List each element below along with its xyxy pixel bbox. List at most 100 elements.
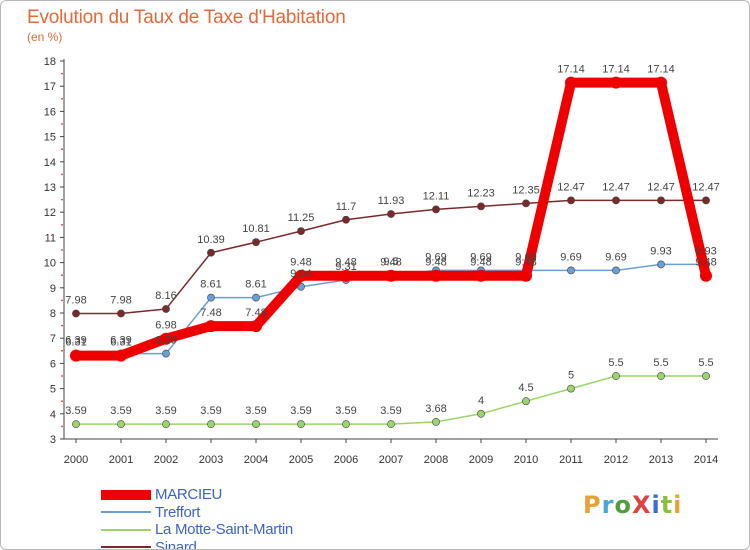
y-minor-dot bbox=[61, 198, 63, 201]
legend-swatch bbox=[101, 489, 151, 500]
data-point-sinard bbox=[612, 196, 620, 205]
data-point-marcieu bbox=[610, 76, 622, 89]
data-point-marcieu bbox=[430, 269, 442, 282]
data-label-marcieu: 9.48 bbox=[380, 257, 401, 269]
data-point-treffort bbox=[252, 293, 260, 302]
y-tick-label: 13 bbox=[44, 182, 56, 194]
x-tick-label: 2013 bbox=[649, 454, 673, 466]
x-tick-label: 2000 bbox=[64, 454, 88, 466]
data-point-la-motte-saint-martin bbox=[657, 372, 665, 380]
data-label-sinard: 11.7 bbox=[336, 201, 357, 213]
x-tick-label: 2009 bbox=[469, 454, 493, 466]
y-tick-label: 18 bbox=[44, 56, 56, 68]
x-tick-label: 2011 bbox=[559, 454, 583, 466]
legend-swatch bbox=[101, 546, 151, 549]
data-label-treffort: 9.5 bbox=[383, 256, 398, 268]
data-label-treffort: 9.69 bbox=[425, 251, 446, 263]
data-point-la-motte-saint-martin bbox=[162, 420, 170, 429]
x-tick-label: 2003 bbox=[199, 454, 223, 466]
y-minor-dot bbox=[61, 97, 63, 100]
y-tick-label: 15 bbox=[44, 132, 56, 144]
x-tick-label: 2002 bbox=[154, 454, 178, 466]
data-point-sinard bbox=[702, 196, 710, 205]
data-label-la-motte-saint-martin: 3.59 bbox=[110, 405, 131, 417]
data-point-sinard bbox=[252, 238, 260, 247]
y-tick-label: 11 bbox=[45, 232, 56, 244]
data-label-la-motte-saint-martin: 3.59 bbox=[65, 405, 86, 417]
data-label-la-motte-saint-martin: 5 bbox=[568, 370, 574, 382]
x-tick-label: 2010 bbox=[514, 454, 538, 466]
data-label-la-motte-saint-martin: 3.59 bbox=[290, 405, 311, 417]
data-label-sinard: 8.16 bbox=[155, 290, 176, 302]
data-label-treffort: 8.61 bbox=[200, 279, 221, 291]
x-tick-label: 2001 bbox=[109, 454, 133, 466]
data-point-sinard bbox=[297, 227, 305, 235]
y-tick-label: 7 bbox=[50, 333, 56, 345]
data-point-marcieu bbox=[295, 269, 307, 282]
y-tick-label: 5 bbox=[50, 384, 56, 396]
data-label-la-motte-saint-martin: 5.5 bbox=[698, 357, 713, 369]
data-label-treffort: 9.31 bbox=[335, 261, 356, 273]
legend-label: MARCIEU bbox=[155, 486, 223, 503]
axes: 3 4 5 6 7 8 9 10 11 12 13 14 15 16 17 18 2000 2001 2002 200… bbox=[44, 56, 718, 466]
x-tick-label: 2007 bbox=[379, 454, 403, 466]
y-minor-dot bbox=[61, 425, 63, 428]
data-label-sinard: 10.81 bbox=[242, 223, 270, 235]
data-label-sinard: 7.98 bbox=[110, 295, 131, 307]
chart-title: Evolution du Taux de Taxe d'Habitation bbox=[27, 7, 346, 28]
legend-swatch bbox=[101, 528, 151, 531]
data-point-marcieu bbox=[250, 320, 262, 333]
y-minor-dot bbox=[61, 223, 63, 226]
y-minor-dot bbox=[61, 349, 63, 352]
data-point-sinard bbox=[117, 309, 125, 318]
y-tick-label: 3 bbox=[50, 434, 56, 446]
y-tick-label: 4 bbox=[50, 409, 56, 421]
data-label-sinard: 11.25 bbox=[288, 212, 315, 224]
y-tick-label: 16 bbox=[44, 106, 56, 118]
logo-letter: o bbox=[614, 491, 632, 519]
data-label-marcieu: 17.14 bbox=[602, 64, 630, 76]
y-minor-dot bbox=[61, 72, 63, 75]
data-point-treffort bbox=[207, 293, 215, 302]
data-point-la-motte-saint-martin bbox=[387, 420, 395, 429]
data-label-treffort: 9.04 bbox=[290, 268, 311, 280]
data-point-sinard bbox=[342, 215, 350, 224]
data-label-treffort: 6.39 bbox=[65, 335, 86, 347]
data-label-marcieu: 9.48 bbox=[290, 257, 311, 269]
data-label-treffort: 6.39 bbox=[110, 335, 131, 347]
data-point-la-motte-saint-martin bbox=[207, 420, 215, 429]
y-minor-dot bbox=[61, 249, 63, 251]
data-point-marcieu bbox=[655, 76, 667, 89]
x-tick-label: 2014 bbox=[694, 454, 718, 466]
data-label-la-motte-saint-martin: 3.59 bbox=[155, 405, 176, 417]
data-point-marcieu bbox=[475, 269, 487, 282]
data-point-treffort bbox=[612, 266, 620, 275]
data-label-la-motte-saint-martin: 3.59 bbox=[380, 405, 401, 417]
data-label-marcieu: 7.48 bbox=[245, 307, 266, 319]
y-tick-label: 17 bbox=[44, 81, 56, 93]
data-label-marcieu: 9.48 bbox=[470, 257, 491, 269]
data-point-sinard bbox=[567, 196, 575, 205]
logo-letter: t bbox=[660, 491, 674, 519]
y-tick-label: 14 bbox=[44, 157, 56, 169]
data-label-sinard: 12.47 bbox=[647, 181, 675, 193]
data-point-marcieu bbox=[565, 76, 577, 89]
data-point-la-motte-saint-martin bbox=[612, 372, 620, 380]
y-tick-label: 8 bbox=[50, 308, 56, 320]
data-point-marcieu bbox=[205, 320, 217, 333]
x-tick-label: 2004 bbox=[244, 454, 268, 466]
data-point-treffort bbox=[567, 266, 575, 275]
data-label-marcieu: 9.48 bbox=[695, 257, 716, 269]
x-tick-label: 2008 bbox=[424, 454, 448, 466]
data-label-treffort: 9.69 bbox=[515, 251, 536, 263]
data-label-la-motte-saint-martin: 3.59 bbox=[335, 405, 356, 417]
data-point-la-motte-saint-martin bbox=[477, 409, 485, 418]
data-point-sinard bbox=[387, 210, 395, 218]
data-label-la-motte-saint-martin: 5.5 bbox=[608, 357, 623, 369]
y-tick-label: 6 bbox=[50, 358, 56, 370]
data-label-sinard: 12.47 bbox=[692, 181, 720, 193]
data-label-sinard: 7.98 bbox=[65, 295, 86, 307]
x-tick-label: 2012 bbox=[604, 454, 628, 466]
data-point-sinard bbox=[477, 202, 485, 211]
data-point-marcieu bbox=[115, 349, 127, 362]
